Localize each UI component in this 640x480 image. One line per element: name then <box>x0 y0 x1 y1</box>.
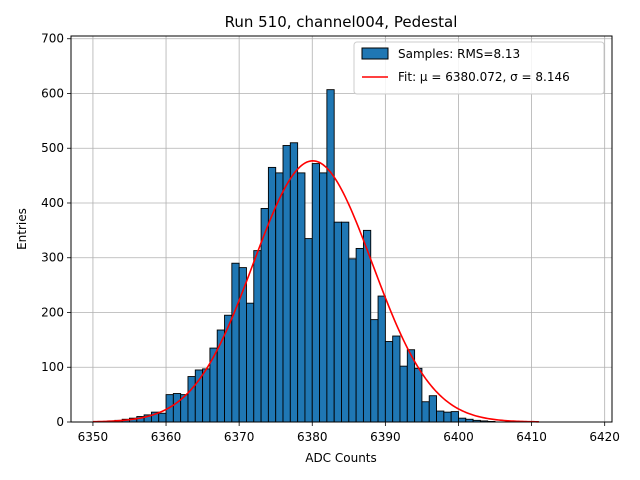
histogram-bar <box>333 221 342 423</box>
histogram-bar <box>384 341 394 423</box>
y-tick-label: 200 <box>41 305 64 319</box>
y-tick-label: 600 <box>41 86 64 100</box>
histogram-bar <box>450 411 459 423</box>
histogram-bar <box>231 262 240 423</box>
histogram-bar <box>421 401 430 423</box>
histogram-bar <box>172 393 182 423</box>
gaussian-fit-curve <box>92 160 539 423</box>
histogram-bar <box>370 319 379 423</box>
y-tick-label: 0 <box>56 415 64 429</box>
x-tick-label: 6380 <box>297 430 328 444</box>
histogram-bar <box>377 295 386 423</box>
histogram-bar <box>282 145 291 423</box>
x-tick-label: 6400 <box>443 430 474 444</box>
histogram-bar <box>275 172 284 423</box>
x-tick-label: 6360 <box>151 430 182 444</box>
chart-title: Run 510, channel004, Pedestal <box>225 13 458 31</box>
histogram-bar <box>399 365 408 423</box>
histogram-bar <box>458 417 467 423</box>
x-tick-label: 6390 <box>370 430 401 444</box>
histogram-bar <box>304 238 313 423</box>
histogram-bar <box>311 163 321 423</box>
histogram-bar <box>326 89 335 423</box>
legend: Samples: RMS=8.13 Fit: μ = 6380.072, σ =… <box>353 41 605 95</box>
legend-box <box>353 41 605 95</box>
histogram-bar <box>297 172 306 423</box>
histogram-bar <box>209 347 218 423</box>
histogram-bar <box>428 395 437 423</box>
histogram-bar <box>355 247 364 423</box>
histogram-bars <box>99 89 496 423</box>
y-axis: 0 100 200 300 400 500 600 700 <box>41 32 71 429</box>
histogram-bar <box>348 258 357 423</box>
x-tick-label: 6370 <box>224 430 255 444</box>
histogram-bar <box>436 410 445 423</box>
histogram-bar <box>362 229 372 423</box>
y-tick-label: 300 <box>41 251 64 265</box>
histogram-bar <box>246 302 255 423</box>
legend-swatch-samples <box>361 47 389 60</box>
histogram-bar <box>341 221 350 423</box>
y-tick-label: 400 <box>41 196 64 210</box>
x-tick-label: 6420 <box>589 430 620 444</box>
y-tick-label: 500 <box>41 141 64 155</box>
histogram-bar <box>392 335 401 423</box>
histogram-bar <box>253 250 262 423</box>
histogram-bar <box>443 411 452 423</box>
y-tick-label: 700 <box>41 32 64 46</box>
histogram-bar <box>267 166 277 423</box>
legend-entry-fit: Fit: μ = 6380.072, σ = 8.146 <box>398 70 570 84</box>
histogram-bar <box>414 367 423 423</box>
plot-frame <box>70 35 613 423</box>
y-axis-label: Entries <box>15 208 29 250</box>
x-tick-label: 6410 <box>516 430 547 444</box>
x-tick-label: 6350 <box>78 430 109 444</box>
fit-line <box>92 160 539 423</box>
histogram-bar <box>202 368 211 423</box>
legend-entry-samples: Samples: RMS=8.13 <box>398 47 520 61</box>
histogram-bar <box>289 142 299 423</box>
histogram-bar <box>187 376 196 423</box>
histogram-bar <box>319 172 328 423</box>
x-axis-label: ADC Counts <box>305 451 377 465</box>
y-tick-label: 100 <box>41 360 64 374</box>
histogram-bar <box>158 412 167 423</box>
x-axis: 6350 6360 6370 6380 6390 6400 6410 6420 <box>78 422 620 444</box>
